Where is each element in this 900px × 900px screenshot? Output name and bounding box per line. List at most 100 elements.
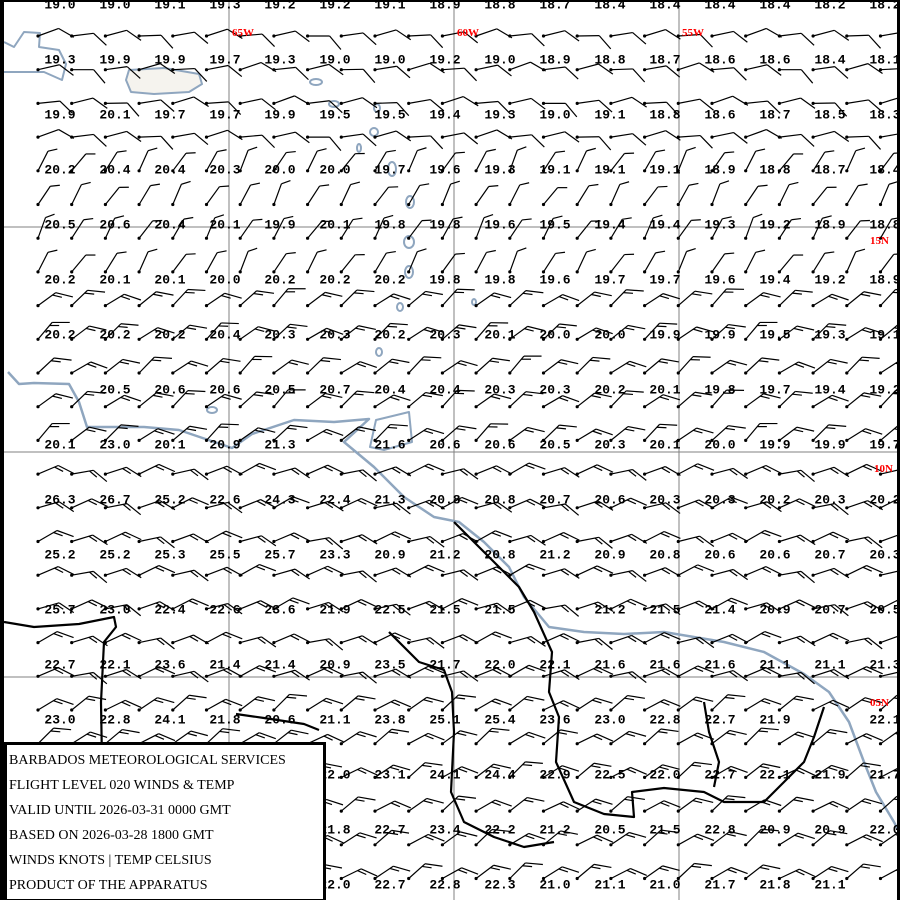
- barb-feather: [863, 602, 873, 609]
- barb-feather: [362, 68, 376, 83]
- barb-feather: [594, 291, 612, 297]
- info-product: FLIGHT LEVEL 020 WINDS & TEMP: [9, 778, 235, 793]
- barb-staff: [576, 220, 592, 239]
- wind-barb: [508, 247, 527, 274]
- station-dot: [70, 573, 74, 577]
- barb-feather: [221, 423, 239, 426]
- wind-barb: [609, 289, 644, 308]
- barb-feather: [56, 529, 74, 538]
- wind-barb: [878, 152, 897, 173]
- temperature-label: 19.2: [869, 382, 900, 398]
- barb-feather: [358, 325, 376, 331]
- barb-feather: [832, 632, 850, 642]
- wind-barb: [474, 292, 512, 308]
- barb-feather: [154, 430, 164, 435]
- barb-feather: [222, 532, 232, 538]
- barb-feather: [290, 533, 300, 540]
- barb-feather: [188, 600, 198, 606]
- barb-feather: [362, 133, 377, 147]
- temperature-label: 20.7: [539, 492, 571, 508]
- wind-barb: [204, 602, 243, 615]
- barb-feather: [564, 604, 580, 617]
- wind-barb: [575, 392, 612, 409]
- barb-feather: [564, 131, 580, 143]
- barb-feather: [356, 733, 366, 738]
- barb-feather: [254, 698, 265, 702]
- wind-barb: [508, 325, 545, 341]
- barb-feather: [126, 102, 140, 117]
- barb-feather: [224, 393, 242, 400]
- barb-feather: [217, 149, 227, 153]
- wind-barb: [306, 357, 341, 375]
- wind-barb: [710, 532, 749, 544]
- barb-feather: [423, 328, 434, 333]
- wind-barb: [643, 728, 679, 746]
- temperature-label: 19.4: [429, 107, 461, 123]
- barb-feather: [864, 638, 873, 646]
- barb-feather: [328, 537, 344, 550]
- wind-barb: [339, 534, 378, 545]
- barb-staff: [509, 149, 518, 172]
- barb-feather: [660, 633, 670, 639]
- temperature-label: 19.1: [374, 0, 406, 13]
- temperature-label: 19.4: [814, 382, 846, 398]
- barb-feather: [688, 182, 699, 186]
- barb-feather: [158, 666, 176, 675]
- barb-feather: [892, 392, 897, 395]
- barb-staff: [846, 135, 869, 138]
- wind-barb: [744, 698, 782, 712]
- barb-feather: [528, 462, 546, 470]
- wind-barb: [508, 426, 545, 442]
- barb-feather: [119, 361, 130, 365]
- barb-feather: [88, 695, 107, 701]
- temperature-label: 25.2: [154, 492, 186, 508]
- barb-feather: [58, 501, 75, 513]
- wind-barb: [440, 425, 477, 442]
- barb-staff: [240, 61, 262, 71]
- temperature-label: 24.1: [154, 712, 186, 728]
- wind-barb: [474, 249, 496, 274]
- wind-barb: [272, 131, 310, 144]
- wind-barb: [474, 100, 511, 115]
- temperature-label: 25.4: [484, 712, 516, 728]
- wind-barb: [744, 393, 781, 409]
- barb-feather: [626, 499, 637, 505]
- barb-feather: [594, 501, 603, 508]
- coastline-puerto-rico: [125, 67, 203, 95]
- wind-barb: [272, 496, 310, 510]
- barb-feather: [660, 700, 670, 706]
- barb-feather: [324, 537, 334, 546]
- wind-barb: [609, 730, 647, 746]
- latitude-label-10n: 10N: [874, 463, 893, 475]
- wind-barb: [407, 147, 427, 173]
- barb-feather: [85, 327, 96, 332]
- barb-feather: [728, 425, 746, 429]
- barb-feather: [183, 216, 194, 220]
- barb-feather: [564, 503, 580, 516]
- barb-feather: [632, 570, 647, 582]
- barb-feather: [259, 665, 277, 673]
- temperature-label: 19.3: [44, 52, 76, 68]
- barb-feather: [192, 598, 209, 607]
- longitude-label-65w: 65W: [232, 27, 254, 39]
- barb-feather: [321, 395, 332, 399]
- barb-feather: [89, 426, 107, 432]
- barb-feather: [155, 602, 165, 609]
- wind-barb: [306, 63, 344, 76]
- barb-feather: [84, 393, 95, 396]
- barb-feather: [261, 636, 277, 648]
- barb-feather: [352, 217, 363, 221]
- wind-barb: [878, 32, 897, 38]
- barb-feather: [458, 694, 477, 698]
- barb-staff: [509, 33, 532, 37]
- wind-barb: [541, 251, 566, 274]
- barb-feather: [693, 465, 704, 470]
- barb-feather: [627, 535, 637, 542]
- barb-feather: [426, 427, 445, 435]
- wind-barb: [272, 693, 308, 712]
- barb-feather: [491, 727, 510, 731]
- barb-staff: [205, 252, 218, 273]
- wind-barb: [272, 30, 310, 43]
- barb-staff: [374, 186, 390, 205]
- barb-feather: [89, 672, 98, 680]
